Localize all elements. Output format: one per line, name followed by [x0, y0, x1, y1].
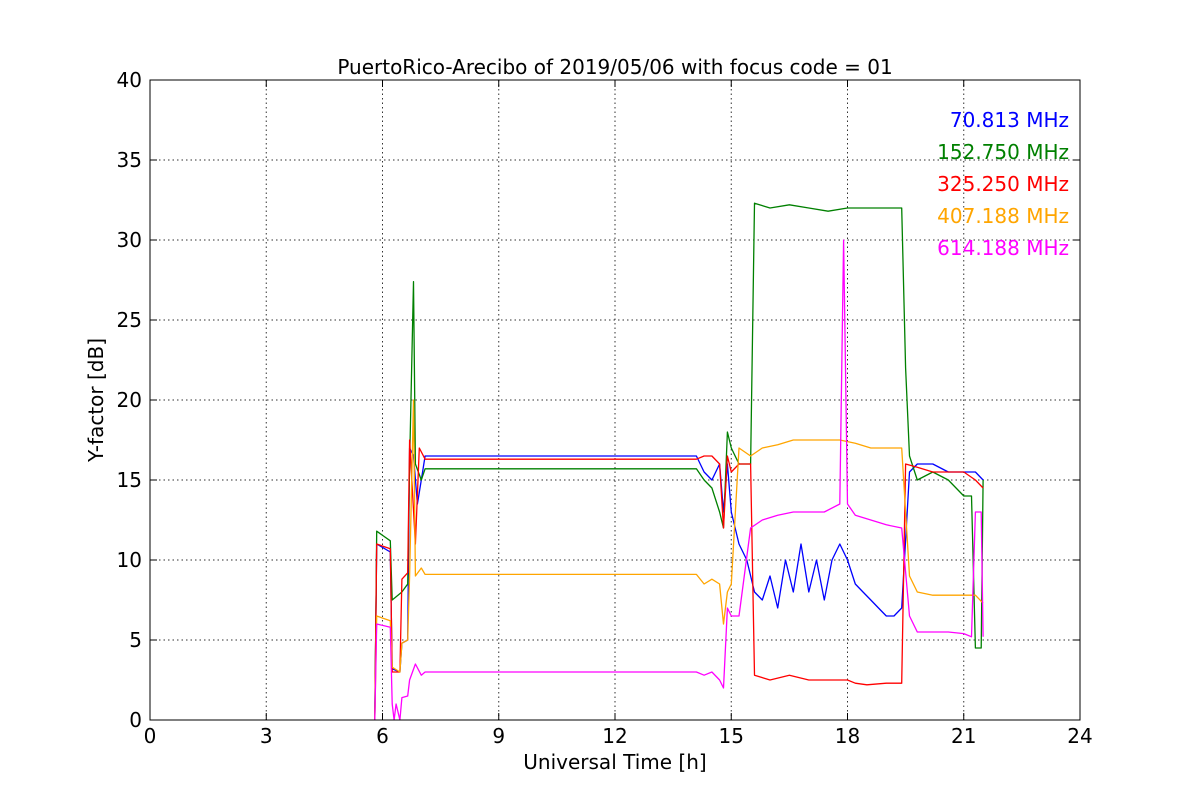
y-tick-label: 35	[117, 148, 142, 172]
x-tick-label: 15	[719, 724, 744, 748]
grid	[150, 80, 1080, 720]
y-axis-label: Y-factor [dB]	[84, 338, 108, 463]
y-tick-label: 0	[129, 708, 142, 732]
y-tick-label: 40	[117, 68, 142, 92]
x-tick-label: 24	[1067, 724, 1092, 748]
axis-ticks: 0 3 6 9 12 15 18 21 24 0 5 10 15 20 25 30 35 40	[117, 68, 1093, 748]
legend-entry-2: 152.750 MHz	[937, 140, 1069, 164]
y-tick-label: 30	[117, 228, 142, 252]
series-line-3	[374, 439, 984, 720]
legend: 70.813 MHz 152.750 MHz 325.250 MHz 407.188 …	[937, 108, 1069, 260]
series-lines	[374, 202, 984, 720]
x-tick-label: 12	[602, 724, 627, 748]
y-tick-label: 25	[117, 308, 142, 332]
series-line-1	[374, 447, 984, 720]
x-tick-label: 0	[144, 724, 157, 748]
x-tick-label: 9	[492, 724, 505, 748]
chart-title: PuertoRico-Arecibo of 2019/05/06 with fo…	[337, 55, 892, 79]
y-tick-label: 10	[117, 548, 142, 572]
y-tick-label: 15	[117, 468, 142, 492]
x-tick-label: 3	[260, 724, 273, 748]
legend-entry-4: 407.188 MHz	[937, 204, 1069, 228]
y-tick-label: 20	[117, 388, 142, 412]
series-line-5	[374, 239, 984, 720]
x-axis-label: Universal Time [h]	[523, 750, 706, 774]
series-line-2	[374, 202, 984, 720]
legend-entry-3: 325.250 MHz	[937, 172, 1069, 196]
y-tick-label: 5	[129, 628, 142, 652]
series-line-4	[374, 399, 984, 720]
x-tick-label: 21	[951, 724, 976, 748]
legend-entry-1: 70.813 MHz	[950, 108, 1069, 132]
x-tick-label: 6	[376, 724, 389, 748]
legend-entry-5: 614.188 MHz	[937, 236, 1069, 260]
x-tick-label: 18	[835, 724, 860, 748]
